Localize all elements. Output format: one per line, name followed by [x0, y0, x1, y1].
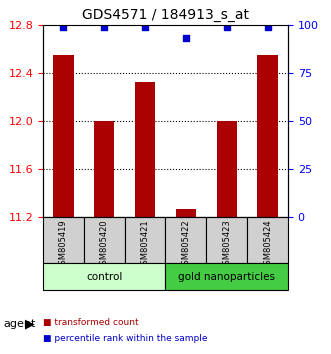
Text: GSM805419: GSM805419: [59, 219, 68, 270]
Bar: [257, 55, 278, 217]
FancyBboxPatch shape: [206, 217, 247, 263]
FancyBboxPatch shape: [125, 217, 166, 263]
Text: gold nanoparticles: gold nanoparticles: [178, 272, 275, 282]
Text: GSM805422: GSM805422: [181, 219, 190, 270]
Text: GSM805421: GSM805421: [141, 219, 150, 270]
Point: [265, 24, 270, 29]
Point: [61, 24, 66, 29]
Text: agent: agent: [3, 319, 36, 329]
FancyBboxPatch shape: [43, 263, 166, 290]
Text: GSM805423: GSM805423: [222, 219, 231, 270]
FancyBboxPatch shape: [43, 217, 84, 263]
FancyBboxPatch shape: [166, 263, 288, 290]
Point: [142, 24, 148, 29]
Text: ■ percentile rank within the sample: ■ percentile rank within the sample: [43, 335, 208, 343]
Bar: [53, 55, 73, 217]
Bar: [94, 121, 115, 217]
Bar: [216, 121, 237, 217]
Bar: [176, 209, 196, 217]
FancyBboxPatch shape: [247, 217, 288, 263]
FancyBboxPatch shape: [84, 217, 125, 263]
Text: ▶: ▶: [25, 318, 34, 330]
FancyBboxPatch shape: [166, 217, 206, 263]
Text: ■ transformed count: ■ transformed count: [43, 319, 139, 327]
Text: control: control: [86, 272, 122, 282]
Title: GDS4571 / 184913_s_at: GDS4571 / 184913_s_at: [82, 8, 249, 22]
Point: [183, 35, 189, 41]
Point: [102, 24, 107, 29]
Bar: [135, 82, 155, 217]
Text: GSM805424: GSM805424: [263, 219, 272, 270]
Text: GSM805420: GSM805420: [100, 219, 109, 270]
Point: [224, 24, 229, 29]
